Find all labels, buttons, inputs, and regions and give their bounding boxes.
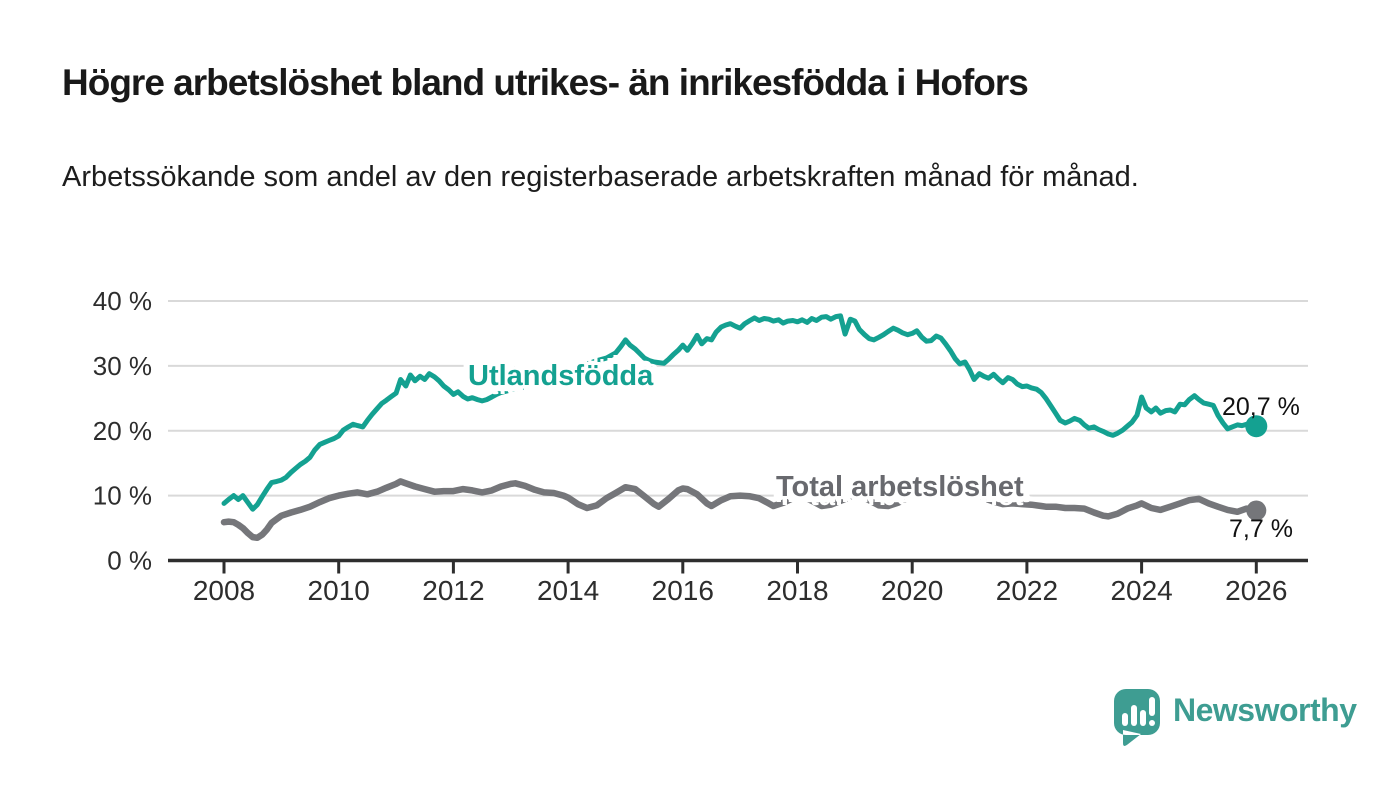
x-tick-label-2018: 2018	[766, 575, 828, 606]
x-tick-label-2014: 2014	[537, 575, 599, 606]
logo-bar-2	[1131, 705, 1137, 726]
y-tick-label-20: 20 %	[93, 416, 152, 446]
x-tick-label-2016: 2016	[652, 575, 714, 606]
newsworthy-logo: Newsworthy	[1113, 688, 1357, 748]
y-tick-label-30: 30 %	[93, 351, 152, 381]
x-tick-label-2026: 2026	[1225, 575, 1287, 606]
x-tick-label-2012: 2012	[422, 575, 484, 606]
series-end-dot-utlandsfodda	[1245, 415, 1268, 438]
newsworthy-logo-text: Newsworthy	[1173, 692, 1357, 728]
page-title: Högre arbetslöshet bland utrikes- än inr…	[62, 62, 1029, 103]
logo-exclamation-bar	[1149, 697, 1155, 716]
series-label-total: Total arbetslöshet	[776, 471, 1024, 503]
y-tick-label-40: 40 %	[93, 286, 152, 316]
x-tick-label-2022: 2022	[996, 575, 1058, 606]
series-end-dot-total	[1246, 500, 1267, 521]
series-line-utlandsfodda	[221, 313, 1259, 512]
logo-exclamation-dot	[1149, 720, 1155, 726]
series-line-total	[220, 478, 1260, 542]
x-tick-label-2024: 2024	[1110, 575, 1172, 606]
page-subtitle: Arbetssökande som andel av den registerb…	[62, 161, 1139, 193]
series-label-utlandsfodda: Utlandsfödda	[468, 360, 654, 392]
x-tick-label-2020: 2020	[881, 575, 943, 606]
logo-bar-3	[1140, 710, 1146, 726]
logo-bar-1	[1122, 713, 1128, 726]
newsworthy-logo-icon	[1114, 689, 1160, 746]
end-value-label-total: 7,7 %	[1229, 515, 1293, 543]
y-tick-label-0: 0 %	[107, 546, 152, 576]
end-value-label-utlandsfodda: 20,7 %	[1222, 393, 1300, 421]
x-tick-label-2010: 2010	[308, 575, 370, 606]
y-tick-label-10: 10 %	[93, 481, 152, 511]
x-tick-label-2008: 2008	[193, 575, 255, 606]
